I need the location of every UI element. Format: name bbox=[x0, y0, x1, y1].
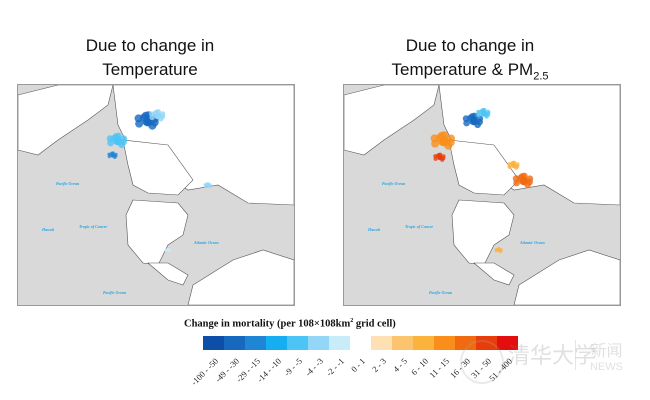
ocean-label: Pacific Ocean bbox=[56, 181, 80, 186]
ocean-label: Hawaii bbox=[368, 227, 381, 232]
mortality-cell bbox=[139, 113, 148, 122]
mortality-cell bbox=[496, 247, 499, 251]
legend-swatch bbox=[392, 336, 413, 350]
mortality-cell bbox=[107, 154, 111, 159]
mortality-cell bbox=[168, 248, 171, 251]
mortality-cell bbox=[120, 135, 128, 143]
land-region bbox=[147, 262, 189, 286]
ocean-label: Atlantic Ocean bbox=[194, 240, 219, 245]
ocean-label: Tropic of Cancer bbox=[405, 224, 434, 229]
mortality-cell bbox=[107, 139, 114, 147]
ocean-label: Pacific Ocean bbox=[429, 290, 453, 295]
news-en: NEWS bbox=[590, 361, 623, 373]
mortality-cell bbox=[435, 133, 444, 142]
legend-swatch bbox=[203, 336, 224, 350]
university-name-watermark: 清华大学 bbox=[508, 344, 597, 369]
mortality-cell bbox=[135, 119, 144, 128]
land-region bbox=[513, 249, 620, 305]
legend-swatch bbox=[308, 336, 329, 350]
mortality-cell bbox=[494, 249, 498, 253]
mortality-cell bbox=[431, 139, 440, 148]
title-line-2: Temperature bbox=[102, 60, 198, 79]
map-temperature: Pacific Ocean Pacific Ocean Atlantic Oce… bbox=[17, 84, 295, 306]
map-temperature-pm25: Pacific Ocean Pacific Ocean Atlantic Oce… bbox=[343, 84, 621, 306]
legend-title-sup: 2 bbox=[350, 318, 354, 324]
mortality-cell bbox=[485, 109, 491, 115]
land-region bbox=[448, 139, 520, 196]
legend-swatch bbox=[287, 336, 308, 350]
legend-title-text: Change in mortality (per 108×108km bbox=[184, 318, 351, 330]
legend-swatch bbox=[371, 336, 392, 350]
legend-swatch bbox=[497, 336, 518, 350]
land-region bbox=[125, 199, 189, 266]
legend-swatch bbox=[329, 336, 350, 350]
mortality-cell bbox=[205, 182, 208, 186]
ocean-label: Tropic of Cancer bbox=[79, 224, 108, 229]
mortality-cell bbox=[149, 114, 155, 121]
title-line-1: Due to change in bbox=[85, 36, 215, 55]
title-line-1: Due to change in bbox=[405, 36, 535, 55]
mortality-cell bbox=[109, 152, 113, 156]
mortality-cell bbox=[500, 248, 503, 251]
land-map bbox=[18, 85, 294, 305]
legend-swatch bbox=[224, 336, 245, 350]
mortality-cell bbox=[515, 162, 520, 167]
title-line-2: Temperature & PM2.5 bbox=[320, 58, 620, 88]
mortality-cell bbox=[517, 174, 524, 182]
left-panel-title: Due to change in Temperature bbox=[0, 34, 300, 82]
mortality-cell bbox=[447, 134, 456, 143]
legend-title: Change in mortality (per 108×108km2 grid… bbox=[184, 318, 396, 330]
mortality-cell bbox=[509, 161, 514, 166]
land-region bbox=[18, 85, 114, 156]
ocean-label: Pacific Ocean bbox=[382, 181, 406, 186]
mortality-cell bbox=[152, 110, 158, 117]
mortality-cell bbox=[441, 154, 446, 159]
land-region bbox=[187, 249, 294, 305]
mortality-cell bbox=[164, 249, 167, 252]
legend-swatch bbox=[413, 336, 434, 350]
legend-swatch bbox=[350, 336, 371, 350]
mortality-cell bbox=[203, 184, 207, 188]
mortality-cell bbox=[476, 112, 482, 118]
watermark-divider bbox=[575, 340, 576, 370]
legend-swatch bbox=[266, 336, 287, 350]
land-region bbox=[344, 85, 440, 156]
legend-title-end: grid cell) bbox=[353, 318, 396, 330]
right-panel-title: Due to change in Temperature & PM2.5 bbox=[320, 34, 620, 88]
land-region bbox=[473, 262, 515, 286]
mortality-cell bbox=[479, 109, 484, 114]
ocean-label: Pacific Ocean bbox=[103, 290, 127, 295]
title-text: Temperature & PM bbox=[391, 60, 534, 79]
mortality-cell bbox=[526, 175, 534, 183]
news-watermark: 新闻 NEWS bbox=[590, 337, 623, 373]
mortality-cell bbox=[111, 134, 118, 142]
legend-swatch bbox=[245, 336, 266, 350]
mortality-cell bbox=[435, 153, 440, 158]
ocean-label: Atlantic Ocean bbox=[520, 240, 545, 245]
land-region bbox=[451, 199, 515, 266]
mortality-cell bbox=[160, 111, 166, 117]
mortality-cell bbox=[467, 114, 474, 122]
mortality-cell bbox=[433, 156, 438, 161]
mortality-cell bbox=[209, 183, 212, 186]
mortality-cell bbox=[165, 248, 168, 251]
news-cn: 新闻 bbox=[590, 343, 623, 360]
mortality-cell bbox=[507, 164, 512, 169]
land-region bbox=[122, 139, 194, 196]
title-subscript: 2.5 bbox=[533, 70, 549, 83]
ocean-label: Hawaii bbox=[42, 227, 55, 232]
mortality-cell bbox=[513, 179, 520, 187]
land-map bbox=[344, 85, 620, 305]
mortality-cell bbox=[114, 152, 118, 157]
legend-swatch bbox=[434, 336, 455, 350]
mortality-cell bbox=[463, 119, 470, 127]
university-logo-watermark bbox=[460, 340, 504, 384]
